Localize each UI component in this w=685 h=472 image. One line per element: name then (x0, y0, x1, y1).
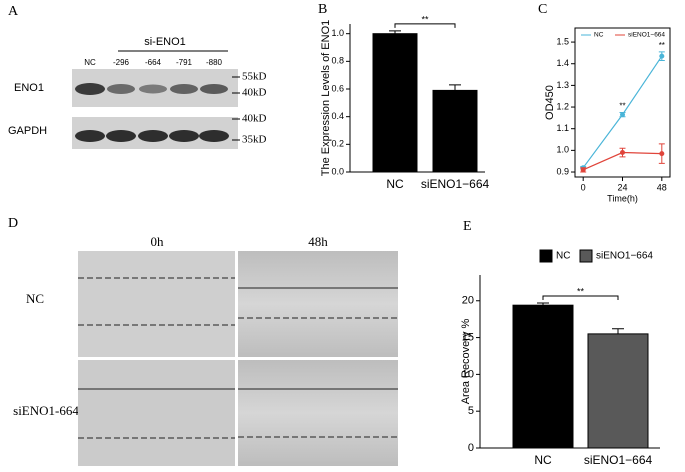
y-tick-label: 0.9 (556, 166, 569, 176)
x-tick-label: NC (534, 453, 552, 467)
y-axis-label: OD450 (544, 85, 556, 120)
band (107, 84, 135, 94)
error-bar (537, 302, 549, 306)
panel-label: D (8, 216, 18, 231)
lane-labels: NC -296 -664 -791 -880 (84, 58, 222, 67)
marker-label: 35kD (242, 134, 267, 146)
band (138, 130, 168, 142)
panel-label: E (463, 219, 472, 234)
x-axis-label: Time(h) (607, 193, 638, 203)
micrograph (238, 251, 398, 357)
band (75, 83, 105, 95)
band (106, 130, 136, 142)
y-tick-label: 1.0 (556, 145, 569, 155)
row-label: NC (26, 291, 44, 306)
lane-label: -664 (145, 58, 162, 67)
error-bar (389, 30, 401, 34)
bar (512, 304, 574, 449)
lane-label: -791 (176, 58, 193, 67)
legend-label: siENO1−664 (628, 32, 665, 39)
micrograph (238, 360, 398, 466)
x-tick-label: NC (386, 177, 404, 191)
legend-swatch (579, 249, 593, 263)
bar (432, 89, 478, 173)
bar (587, 333, 649, 449)
column-title: 48h (308, 234, 328, 249)
significance-label: ** (577, 286, 585, 296)
column-title: 0h (151, 234, 165, 249)
significance-label: ** (421, 14, 429, 24)
y-axis-label: Area Recovery % (460, 318, 472, 404)
legend-swatch (539, 249, 553, 263)
y-tick-label: 0.6 (331, 83, 344, 93)
marker-label: 55kD (242, 71, 267, 83)
point (620, 150, 625, 156)
error-bar (449, 84, 461, 91)
y-tick-label: 1.0 (331, 28, 344, 38)
y-tick-label: 0 (468, 442, 474, 454)
y-tick-label: 5 (468, 405, 474, 417)
y-tick-label: 0.0 (331, 166, 344, 176)
band (169, 130, 199, 142)
y-tick-label: 1.5 (556, 36, 569, 46)
marker-label: 40kD (242, 113, 267, 125)
panel-label: A (8, 4, 19, 19)
point (659, 151, 665, 157)
y-tick-label: 15 (462, 331, 474, 343)
legend-label: NC (556, 251, 570, 262)
y-tick-label: 10 (462, 368, 474, 380)
band (199, 130, 229, 142)
error-bar (612, 328, 624, 334)
band (170, 84, 198, 94)
x-tick-label: 0 (581, 182, 586, 192)
significance-label: ** (619, 102, 625, 111)
y-tick-label: 0.4 (331, 111, 344, 121)
row-label: siENO1-664 (13, 403, 79, 418)
protein-label: GAPDH (8, 125, 47, 137)
group-label: si-ENO1 (144, 36, 186, 48)
bands (75, 83, 228, 95)
bands (75, 130, 229, 142)
y-tick-label: 1.3 (556, 80, 569, 90)
legend-label: siENO1−664 (596, 251, 653, 262)
scratch-lines (78, 277, 398, 439)
micrograph (78, 360, 235, 466)
bar (372, 33, 418, 173)
band (139, 84, 167, 94)
protein-label: ENO1 (14, 82, 44, 94)
panel-label: B (318, 2, 327, 17)
x-tick-label: siENO1−664 (421, 177, 490, 191)
marker-label: 40kD (242, 87, 267, 99)
y-tick-label: 0.2 (331, 139, 344, 149)
significance-bracket (542, 295, 619, 300)
lane-label: NC (84, 58, 96, 67)
x-tick-label: 48 (657, 182, 667, 192)
lane-label: -296 (113, 58, 130, 67)
point (659, 53, 665, 59)
significance-bracket (394, 23, 456, 28)
x-tick-label: 24 (617, 182, 627, 192)
panel-label: C (538, 2, 547, 17)
lane-label: -880 (206, 58, 223, 67)
micrograph (78, 251, 235, 357)
band (75, 130, 105, 142)
y-tick-label: 1.4 (556, 58, 569, 68)
point (580, 167, 586, 173)
y-tick-label: 0.8 (331, 56, 344, 66)
marker-lines (232, 76, 240, 141)
legend-label: NC (594, 32, 604, 39)
x-tick-label: siENO1−664 (584, 453, 653, 467)
y-axis-label: The Expression Levels of ENO1 (320, 20, 332, 177)
band (200, 84, 228, 94)
y-tick-label: 1.1 (556, 123, 569, 133)
significance-label: ** (659, 41, 665, 50)
y-tick-label: 20 (462, 295, 474, 307)
y-tick-label: 1.2 (556, 101, 569, 111)
point (620, 112, 625, 118)
